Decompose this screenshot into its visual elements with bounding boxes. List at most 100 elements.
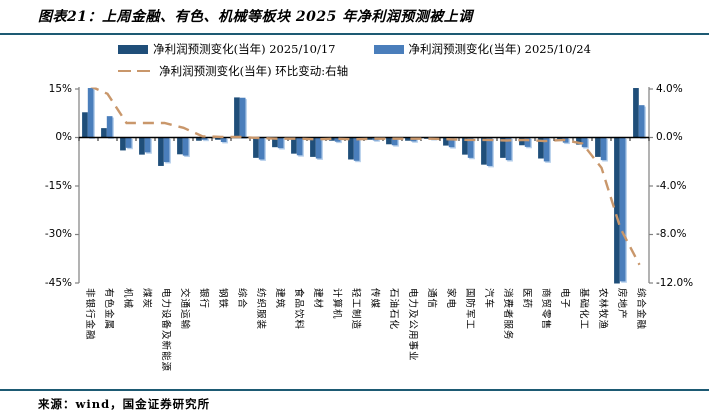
x-axis-label-石油石化: 石油石化 (387, 288, 399, 331)
legend-label: 净利润预测变化(当年) 环比变动:右轴 (159, 64, 349, 78)
legend-item-2025-10-24: 净利润预测变化(当年) 2025/10/24 (373, 41, 591, 57)
x-axis-label-家电: 家电 (444, 288, 456, 310)
bar-商贸零售-1024 (543, 137, 550, 162)
bar-石油石化-1017 (386, 137, 392, 145)
bar-轻工制造-1017 (348, 137, 354, 160)
bar-纺织服装-1024 (258, 137, 265, 160)
legend-swatch-dashed-line-icon (118, 69, 155, 73)
dashed-mom-line (90, 87, 641, 266)
bar-建筑-1017 (272, 137, 278, 148)
left-axis-tick-label: 0% (55, 131, 72, 143)
right-axis-tick-label: -8.0% (656, 228, 687, 240)
x-axis-label-钢铁: 钢铁 (216, 288, 228, 310)
title-divider-rule (0, 33, 709, 35)
right-axis-tick-label: 4.0% (656, 82, 683, 95)
bar-家电-1017 (443, 137, 449, 146)
right-axis-tick-label: -12.0% (656, 276, 694, 289)
bar-机械-1024 (125, 137, 132, 148)
left-axis-tick-label: -45% (44, 276, 72, 289)
bar-家电-1024 (448, 137, 455, 148)
x-axis-label-国防军工: 国防军工 (463, 288, 475, 331)
bar-医药-1017 (519, 137, 525, 146)
bar-非银行金融-1024 (87, 88, 94, 138)
x-axis-label-综合金融: 综合金融 (634, 288, 646, 331)
bar-农林牧渔-1017 (595, 137, 601, 157)
bar-建材-1024 (315, 137, 322, 159)
bar-基础化工-1024 (581, 137, 588, 148)
x-axis-label-机械: 机械 (121, 288, 133, 310)
legend: 净利润预测变化(当年) 2025/10/17 净利润预测变化(当年) 2025/… (0, 41, 709, 85)
x-axis-label-电力及公用事业: 电力及公用事业 (406, 288, 418, 362)
left-axis-tick-label: -30% (44, 228, 72, 240)
bar-电力及公用事业-1017 (405, 137, 411, 141)
bar-消费者服务-1017 (500, 137, 506, 158)
bar-综合金融-1017 (633, 88, 639, 138)
bar-建筑-1024 (277, 137, 284, 149)
bar-银行-1024 (201, 137, 208, 140)
right-axis-tick-label: 0.0% (656, 131, 683, 143)
mom-change-line (90, 87, 641, 266)
legend-item-2025-10-17: 净利润预测变化(当年) 2025/10/17 (118, 41, 336, 57)
left-axis-tick-label: -15% (44, 179, 72, 192)
bar-建材-1017 (310, 137, 316, 157)
bar-非银行金融-1017 (82, 112, 88, 138)
source-note: 来源：wind，国金证券研究所 (38, 397, 211, 411)
bar-汽车-1024 (486, 137, 493, 166)
x-axis-label-建材: 建材 (311, 288, 323, 310)
x-axis-label-消费者服务: 消费者服务 (501, 288, 513, 341)
bar-钢铁-1024 (220, 137, 227, 143)
bar-基础化工-1017 (576, 137, 582, 145)
x-axis-label-非银行金融: 非银行金融 (83, 288, 95, 341)
bar-计算机-1017 (329, 137, 335, 141)
x-axis-label-基础化工: 基础化工 (577, 288, 589, 331)
chart-title: 图表21：上周金融、有色、机械等板块 2025 年净利润预测被上调 (38, 9, 473, 25)
bar-综合金融-1024 (638, 105, 645, 138)
bar-国防军工-1024 (467, 137, 474, 158)
bar-消费者服务-1024 (505, 137, 512, 161)
bar-煤炭-1024 (144, 137, 151, 153)
x-axis-label-轻工制造: 轻工制造 (349, 288, 361, 331)
bar-轻工制造-1024 (353, 137, 360, 161)
bar-钢铁-1017 (215, 137, 221, 140)
legend-label: 净利润预测变化(当年) 2025/10/17 (153, 42, 336, 56)
x-axis-label-电子: 电子 (558, 288, 570, 310)
x-axis-label-食品饮料: 食品饮料 (292, 288, 304, 331)
bar-医药-1024 (524, 137, 531, 147)
bar-房地产-1024 (619, 137, 626, 282)
x-axis-label-农林牧渔: 农林牧渔 (596, 288, 608, 331)
x-axis-label-商贸零售: 商贸零售 (539, 288, 551, 331)
left-axis-tick-label: 15% (48, 82, 72, 95)
bar-房地产-1017 (614, 137, 620, 284)
legend-swatch-dark-bar-icon (118, 44, 149, 54)
bar-计算机-1024 (334, 137, 341, 142)
legend-label: 净利润预测变化(当年) 2025/10/24 (408, 42, 591, 56)
right-axis-tick-label: -4.0% (656, 179, 687, 192)
x-axis-label-纺织服装: 纺织服装 (254, 288, 266, 331)
x-axis-label-传媒: 传媒 (368, 288, 380, 310)
x-axis-label-建筑: 建筑 (273, 288, 285, 310)
legend-swatch-light-bar-icon (373, 44, 404, 54)
bar-商贸零售-1017 (538, 137, 544, 159)
bar-series-2025-10-24 (87, 88, 646, 283)
bar-有色金属-1024 (106, 116, 113, 138)
bar-电力设备及新能源-1024 (163, 137, 170, 163)
bar-交通运输-1017 (177, 137, 183, 155)
bar-石油石化-1024 (391, 137, 398, 146)
bar-电子-1024 (562, 137, 569, 143)
bar-机械-1017 (120, 137, 126, 151)
x-axis-label-计算机: 计算机 (330, 288, 342, 320)
x-axis-label-有色金属: 有色金属 (102, 288, 114, 331)
bar-国防军工-1017 (462, 137, 468, 155)
x-axis-label-综合: 综合 (235, 288, 247, 310)
legend-item-mom-change: 净利润预测变化(当年) 环比变动:右轴 (118, 63, 348, 79)
bar-汽车-1017 (481, 137, 487, 165)
x-axis-label-房地产: 房地产 (615, 288, 627, 320)
bar-综合-1024 (239, 97, 246, 138)
x-axis-label-银行: 银行 (197, 288, 209, 310)
bar-交通运输-1024 (182, 137, 189, 156)
bar-有色金属-1017 (101, 128, 107, 138)
bar-shadow (203, 138, 209, 142)
bar-series-2025-10-17 (82, 88, 639, 284)
bar-纺织服装-1017 (253, 137, 259, 158)
